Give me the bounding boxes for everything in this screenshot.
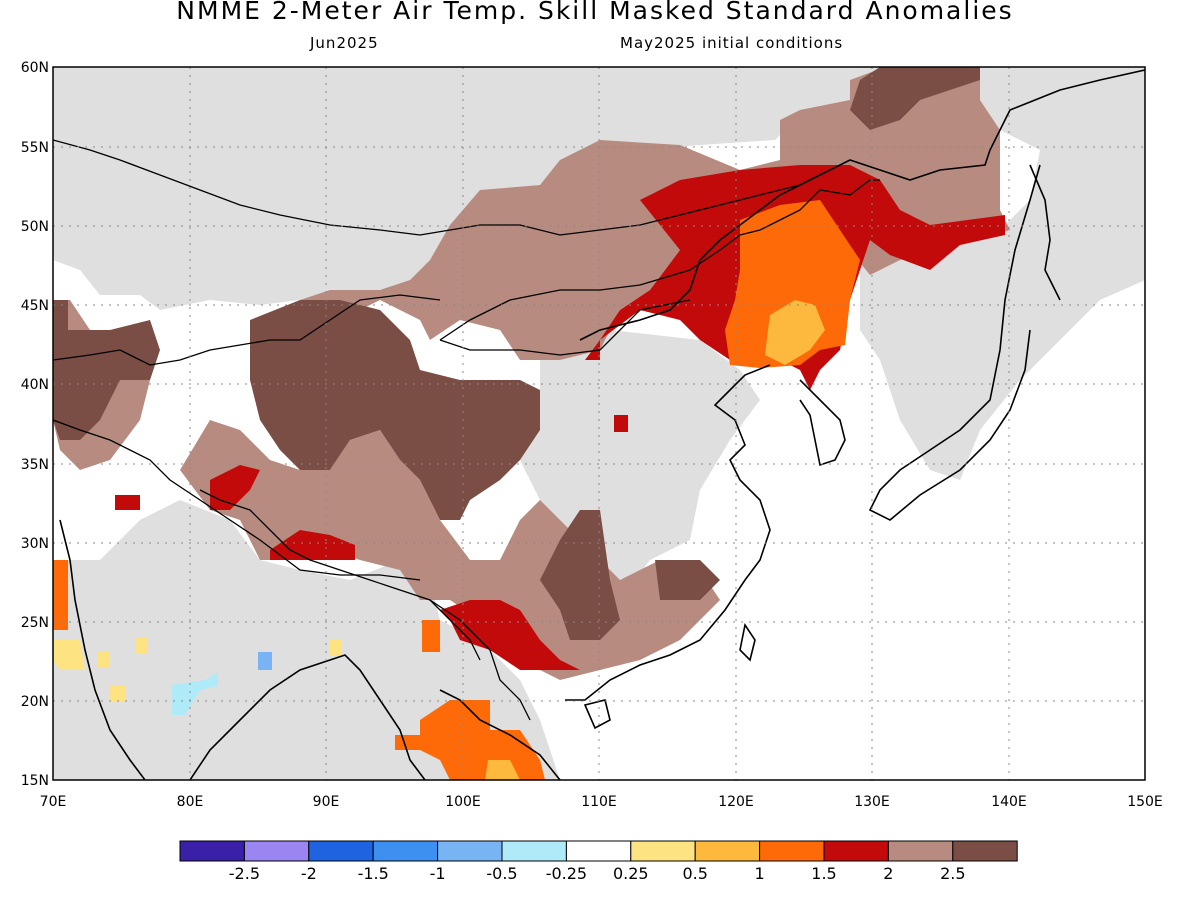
border-himalaya xyxy=(199,489,451,621)
colorbar xyxy=(179,840,1018,862)
anomaly-neg-1-india xyxy=(258,652,272,670)
anomaly-0.25-india-d xyxy=(98,652,110,668)
anomaly-neg-0.25-india xyxy=(172,672,218,715)
lat-label: 50N xyxy=(21,219,49,235)
colorbar-swatch xyxy=(501,840,567,862)
lat-label: 45N xyxy=(21,298,49,314)
coastline-hainan xyxy=(583,699,611,730)
anomaly-1-burma xyxy=(422,620,440,652)
lat-label: 15N xyxy=(21,773,49,789)
coastline-china xyxy=(565,364,771,701)
anomaly-2.5-southeast xyxy=(540,510,620,640)
anomaly-0.25-bangladesh xyxy=(330,640,342,656)
border-mongolia xyxy=(439,179,880,356)
anomaly-0.25-india-c xyxy=(136,638,148,654)
colorbar-swatch xyxy=(437,840,503,862)
coastline-taiwan xyxy=(739,622,756,662)
colorbar-swatch xyxy=(308,840,374,862)
colorbar-swatch xyxy=(759,840,825,862)
lon-label: 130E xyxy=(854,794,890,810)
colorbar-label: 2 xyxy=(883,864,894,883)
coastline-bay-bengal xyxy=(189,654,426,780)
low-skill-land xyxy=(53,67,885,310)
colorbar-swatch xyxy=(630,840,696,862)
lon-label: 140E xyxy=(991,794,1027,810)
colorbar-label: -1 xyxy=(429,864,446,883)
colorbar-swatch xyxy=(243,840,310,862)
map-title: NMME 2-Meter Air Temp. Skill Masked Stan… xyxy=(176,0,1014,25)
coastline-sakhalin xyxy=(1029,164,1061,301)
border-kazakh xyxy=(53,294,441,366)
lon-label: 100E xyxy=(445,794,481,810)
lon-axis: 70E 80E 90E 100E 110E 120E 130E 140E 150… xyxy=(40,794,1163,810)
colorbar-swatch xyxy=(823,840,889,862)
anomaly-0.25-india xyxy=(53,640,85,670)
anomaly-1.5-pak xyxy=(115,495,140,510)
lat-label: 25N xyxy=(21,615,49,631)
anomaly-1.5-indochina xyxy=(440,600,580,670)
anomaly-0.5-indochina xyxy=(485,760,520,780)
colorbar-label: 1.5 xyxy=(811,864,837,883)
lon-label: 90E xyxy=(313,794,340,810)
lat-label: 35N xyxy=(21,457,49,473)
anomaly-2.5-west xyxy=(53,300,160,440)
colorbar-label: 1 xyxy=(754,864,765,883)
anomaly-2.5-central xyxy=(250,300,540,520)
colorbar-swatch xyxy=(952,840,1018,862)
lon-label: 150E xyxy=(1127,794,1163,810)
lat-label: 55N xyxy=(21,140,49,156)
anomaly-0.5-northeast xyxy=(765,300,825,365)
colorbar-label: 0.5 xyxy=(682,864,708,883)
colorbar-swatch xyxy=(565,840,632,862)
colorbar-label: -0.5 xyxy=(486,864,518,883)
lat-label: 40N xyxy=(21,377,49,393)
coastline-korea xyxy=(799,379,846,467)
colorbar-swatch xyxy=(179,840,245,862)
border-se-asia xyxy=(429,599,531,721)
colorbar-label: -2 xyxy=(300,864,317,883)
colorbar-label: -1.5 xyxy=(357,864,389,883)
lon-label: 70E xyxy=(40,794,67,810)
anomaly-1.5-west xyxy=(210,465,260,510)
lat-label: 30N xyxy=(21,536,49,552)
colorbar-label: -0.25 xyxy=(545,864,588,883)
lat-label: 20N xyxy=(21,694,49,710)
lat-axis: 60N 55N 50N 45N 40N 35N 30N 25N 20N 15N xyxy=(21,60,49,789)
anomaly-2.5-southeast-b xyxy=(655,560,720,600)
border-central-asia xyxy=(53,419,421,581)
anomaly-1-indochina xyxy=(420,700,545,780)
gridlines xyxy=(53,67,1145,780)
colorbar-swatch xyxy=(694,840,761,862)
anomaly-1.5-point xyxy=(614,415,628,432)
anomaly-1-india-west xyxy=(53,560,68,630)
lon-label: 110E xyxy=(581,794,617,810)
colorbar-swatch xyxy=(372,840,439,862)
anomaly-1-northeast xyxy=(725,200,860,368)
target-month: Jun2025 xyxy=(310,34,379,52)
anomaly-1-burma-b xyxy=(395,735,420,750)
anomaly-2.5-northeast xyxy=(850,67,980,130)
init-conditions: May2025 initial conditions xyxy=(620,34,844,52)
colorbar-label: 0.25 xyxy=(612,864,649,883)
colorbar-swatch xyxy=(887,840,954,862)
coastline-japan xyxy=(868,164,1041,521)
plot-frame xyxy=(52,66,1146,781)
low-skill-land-ne xyxy=(860,67,1145,480)
coastline-indochina xyxy=(439,689,561,780)
colorbar-label: -2.5 xyxy=(228,864,260,883)
anomaly-0.25-india-b xyxy=(110,685,126,702)
colorbar-label: 2.5 xyxy=(940,864,966,883)
lon-label: 80E xyxy=(177,794,204,810)
coastline-india xyxy=(59,519,146,780)
border-russia xyxy=(53,139,821,236)
anomaly-field xyxy=(53,67,1145,780)
anomaly-1.5-tibet xyxy=(270,530,355,560)
lat-label: 60N xyxy=(21,60,49,76)
lon-label: 120E xyxy=(718,794,754,810)
borders xyxy=(53,139,880,721)
